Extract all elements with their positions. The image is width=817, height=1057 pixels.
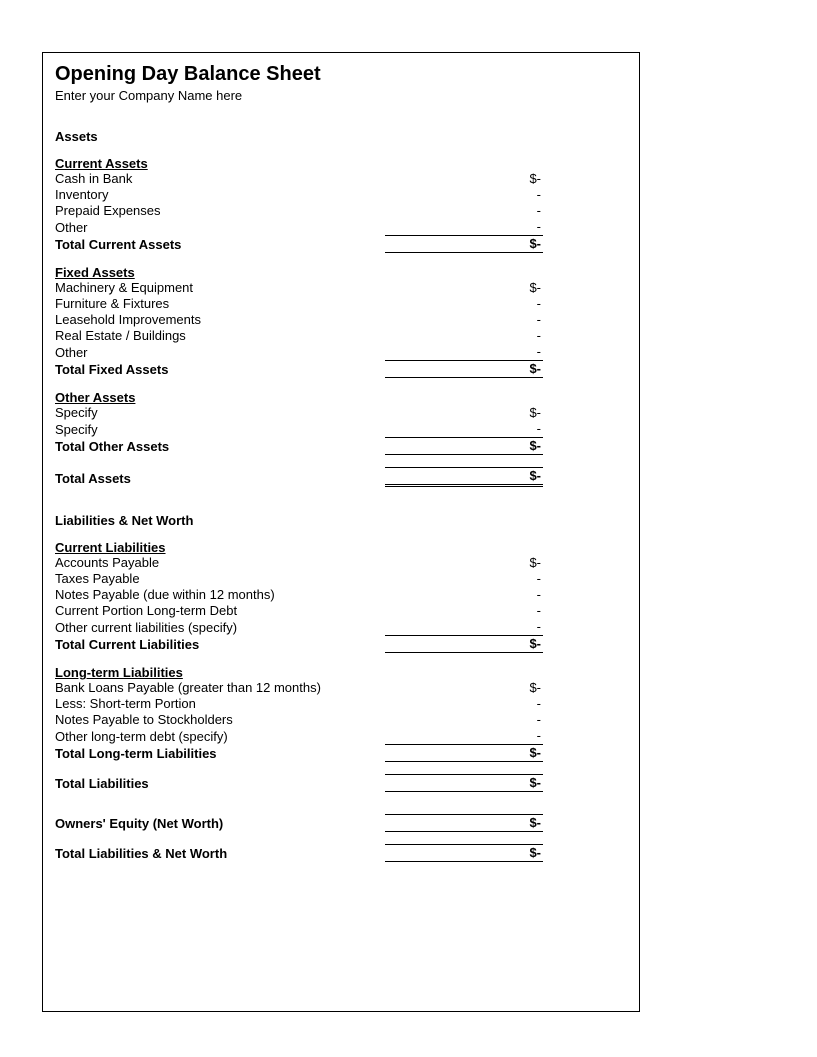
label: Other xyxy=(55,220,385,236)
label: Leasehold Improvements xyxy=(55,312,385,328)
value: $- xyxy=(385,405,543,421)
label: Cash in Bank xyxy=(55,171,385,187)
line-notes-payable-12m: Notes Payable (due within 12 months) - xyxy=(55,587,627,603)
value: - xyxy=(385,187,543,203)
value: - xyxy=(385,696,543,712)
value: $- xyxy=(385,814,543,832)
fixed-assets-heading: Fixed Assets xyxy=(55,265,627,280)
value: $- xyxy=(385,280,543,296)
label: Other xyxy=(55,345,385,361)
liabilities-heading: Liabilities & Net Worth xyxy=(55,513,627,528)
label: Real Estate / Buildings xyxy=(55,328,385,344)
label: Total Other Assets xyxy=(55,439,385,455)
label: Accounts Payable xyxy=(55,555,385,571)
label: Inventory xyxy=(55,187,385,203)
label: Taxes Payable xyxy=(55,571,385,587)
line-other-current-liab: Other current liabilities (specify) - xyxy=(55,619,627,636)
value: - xyxy=(385,219,543,236)
total-assets: Total Assets $- xyxy=(55,467,627,487)
value: $- xyxy=(385,555,543,571)
value: $- xyxy=(385,745,543,762)
value: - xyxy=(385,421,543,438)
label: Bank Loans Payable (greater than 12 mont… xyxy=(55,680,385,696)
value: $- xyxy=(385,236,543,253)
label: Total Long-term Liabilities xyxy=(55,746,385,762)
label: Total Liabilities xyxy=(55,776,385,792)
label: Total Current Liabilities xyxy=(55,637,385,653)
owners-equity: Owners' Equity (Net Worth) $- xyxy=(55,814,627,832)
value: - xyxy=(385,296,543,312)
line-prepaid: Prepaid Expenses - xyxy=(55,203,627,219)
value: $- xyxy=(385,467,543,487)
line-cash: Cash in Bank $- xyxy=(55,171,627,187)
line-accounts-payable: Accounts Payable $- xyxy=(55,555,627,571)
label: Owners' Equity (Net Worth) xyxy=(55,816,385,832)
label: Total Current Assets xyxy=(55,237,385,253)
value: - xyxy=(385,587,543,603)
total-liabilities-net-worth: Total Liabilities & Net Worth $- xyxy=(55,844,627,862)
value: $- xyxy=(385,636,543,653)
value: - xyxy=(385,728,543,745)
value: - xyxy=(385,312,543,328)
line-realestate: Real Estate / Buildings - xyxy=(55,328,627,344)
label: Notes Payable to Stockholders xyxy=(55,712,385,728)
line-other-current-asset: Other - xyxy=(55,219,627,236)
line-current-portion-lt-debt: Current Portion Long-term Debt - xyxy=(55,603,627,619)
line-taxes-payable: Taxes Payable - xyxy=(55,571,627,587)
document-title: Opening Day Balance Sheet xyxy=(55,63,627,86)
label: Other current liabilities (specify) xyxy=(55,620,385,636)
label: Total Assets xyxy=(55,471,385,487)
value: $- xyxy=(385,680,543,696)
label: Notes Payable (due within 12 months) xyxy=(55,587,385,603)
line-other-fixed-asset: Other - xyxy=(55,344,627,361)
value: - xyxy=(385,344,543,361)
label: Specify xyxy=(55,422,385,438)
total-current-liabilities: Total Current Liabilities $- xyxy=(55,636,627,653)
label: Furniture & Fixtures xyxy=(55,296,385,312)
line-less-shortterm: Less: Short-term Portion - xyxy=(55,696,627,712)
company-name-placeholder: Enter your Company Name here xyxy=(55,88,627,103)
value: $- xyxy=(385,844,543,862)
longterm-liabilities-heading: Long-term Liabilities xyxy=(55,665,627,680)
value: $- xyxy=(385,171,543,187)
line-leasehold: Leasehold Improvements - xyxy=(55,312,627,328)
value: $- xyxy=(385,438,543,455)
line-machinery: Machinery & Equipment $- xyxy=(55,280,627,296)
line-other-longterm-debt: Other long-term debt (specify) - xyxy=(55,728,627,745)
line-furniture: Furniture & Fixtures - xyxy=(55,296,627,312)
balance-sheet: Opening Day Balance Sheet Enter your Com… xyxy=(42,52,640,1012)
label: Prepaid Expenses xyxy=(55,203,385,219)
assets-heading: Assets xyxy=(55,129,627,144)
current-liabilities-heading: Current Liabilities xyxy=(55,540,627,555)
value: - xyxy=(385,203,543,219)
value: - xyxy=(385,619,543,636)
line-notes-stockholders: Notes Payable to Stockholders - xyxy=(55,712,627,728)
label: Machinery & Equipment xyxy=(55,280,385,296)
current-assets-heading: Current Assets xyxy=(55,156,627,171)
value: - xyxy=(385,712,543,728)
value: - xyxy=(385,603,543,619)
total-current-assets: Total Current Assets $- xyxy=(55,236,627,253)
total-fixed-assets: Total Fixed Assets $- xyxy=(55,361,627,378)
line-specify-2: Specify - xyxy=(55,421,627,438)
value: - xyxy=(385,328,543,344)
total-other-assets: Total Other Assets $- xyxy=(55,438,627,455)
label: Current Portion Long-term Debt xyxy=(55,603,385,619)
line-bank-loans: Bank Loans Payable (greater than 12 mont… xyxy=(55,680,627,696)
value: $- xyxy=(385,361,543,378)
label: Total Liabilities & Net Worth xyxy=(55,846,385,862)
value: $- xyxy=(385,774,543,792)
total-longterm-liabilities: Total Long-term Liabilities $- xyxy=(55,745,627,762)
label: Less: Short-term Portion xyxy=(55,696,385,712)
line-inventory: Inventory - xyxy=(55,187,627,203)
label: Total Fixed Assets xyxy=(55,362,385,378)
label: Other long-term debt (specify) xyxy=(55,729,385,745)
line-specify-1: Specify $- xyxy=(55,405,627,421)
total-liabilities: Total Liabilities $- xyxy=(55,774,627,792)
label: Specify xyxy=(55,405,385,421)
value: - xyxy=(385,571,543,587)
other-assets-heading: Other Assets xyxy=(55,390,627,405)
